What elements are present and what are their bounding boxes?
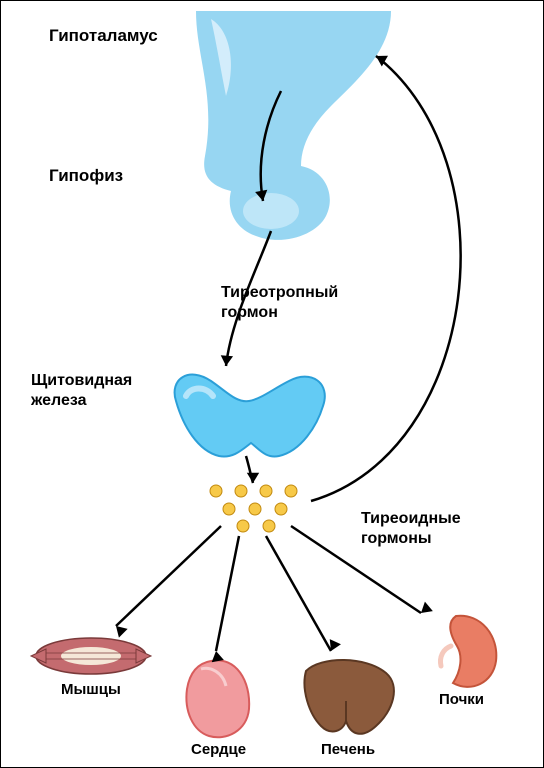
label-thyroid-line1: Щитовидная: [31, 371, 132, 390]
label-muscle: Мышцы: [61, 681, 121, 699]
arrows: [116, 56, 461, 662]
label-th-line1: Тиреоидные: [361, 509, 461, 528]
label-hypothalamus: Гипоталамус: [49, 26, 158, 46]
hypothalamus-shape: [196, 11, 391, 240]
label-heart: Сердце: [191, 741, 246, 759]
thyroid-shape: [175, 375, 325, 457]
liver-shape: [304, 660, 393, 734]
label-liver: Печень: [321, 741, 375, 759]
label-thyroid-line2: железа: [31, 391, 87, 410]
label-pituitary: Гипофиз: [49, 166, 123, 186]
label-tsh-line1: Тиреотропный: [221, 283, 338, 302]
label-tsh-line2: гормон: [221, 303, 278, 322]
heart-shape: [186, 660, 249, 737]
label-th-line2: гормоны: [361, 529, 432, 548]
diagram-canvas: Гипоталамус Гипофиз Тиреотропный гормон …: [0, 0, 544, 768]
muscle-shape: [31, 638, 151, 674]
kidney-shape: [440, 616, 496, 687]
label-kidney: Почки: [439, 691, 484, 709]
hormone-dots: [210, 485, 297, 532]
